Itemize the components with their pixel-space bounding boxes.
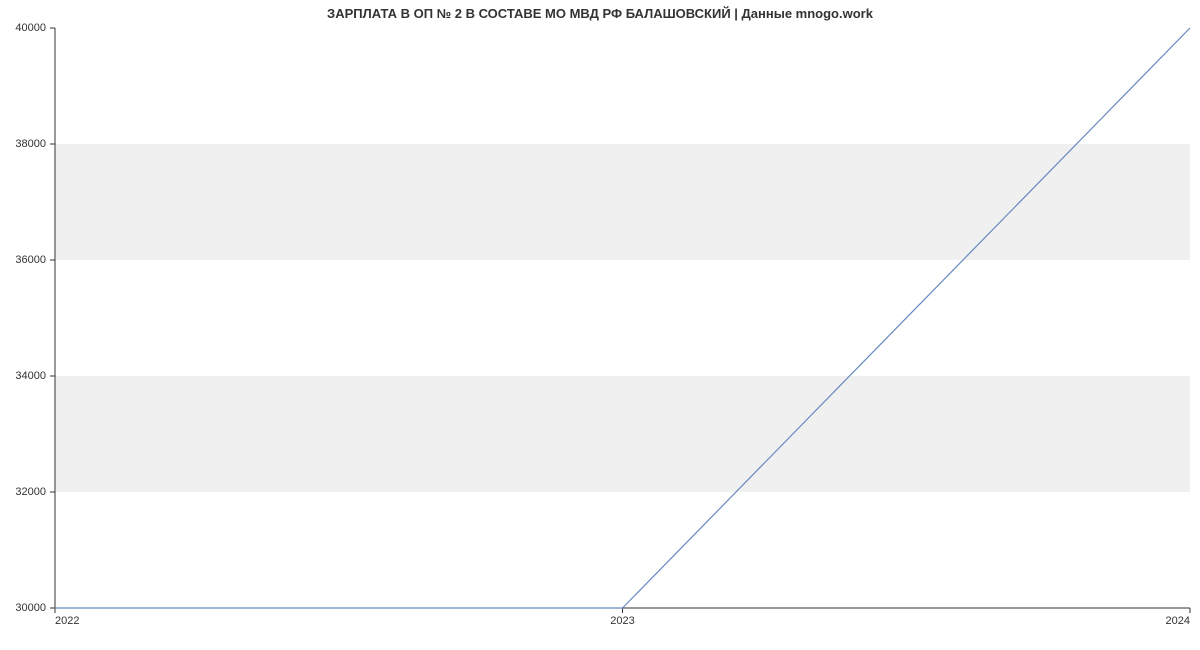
y-tick-label: 34000 — [15, 370, 46, 382]
grid-band — [55, 376, 1190, 492]
x-tick-label: 2023 — [610, 615, 634, 627]
series-line — [55, 28, 1190, 608]
x-tick-label: 2022 — [55, 615, 79, 627]
y-tick-label: 30000 — [15, 602, 46, 614]
x-tick-label: 2024 — [1166, 615, 1190, 627]
chart-container: ЗАРПЛАТА В ОП № 2 В СОСТАВЕ МО МВД РФ БА… — [0, 0, 1200, 650]
y-tick-label: 38000 — [15, 138, 46, 150]
chart-svg: 30000 32000 34000 36000 38000 40000 2022 2023 20… — [0, 0, 1200, 650]
y-tick-label: 32000 — [15, 486, 46, 498]
y-tick-label: 40000 — [15, 22, 46, 34]
y-tick-label: 36000 — [15, 254, 46, 266]
